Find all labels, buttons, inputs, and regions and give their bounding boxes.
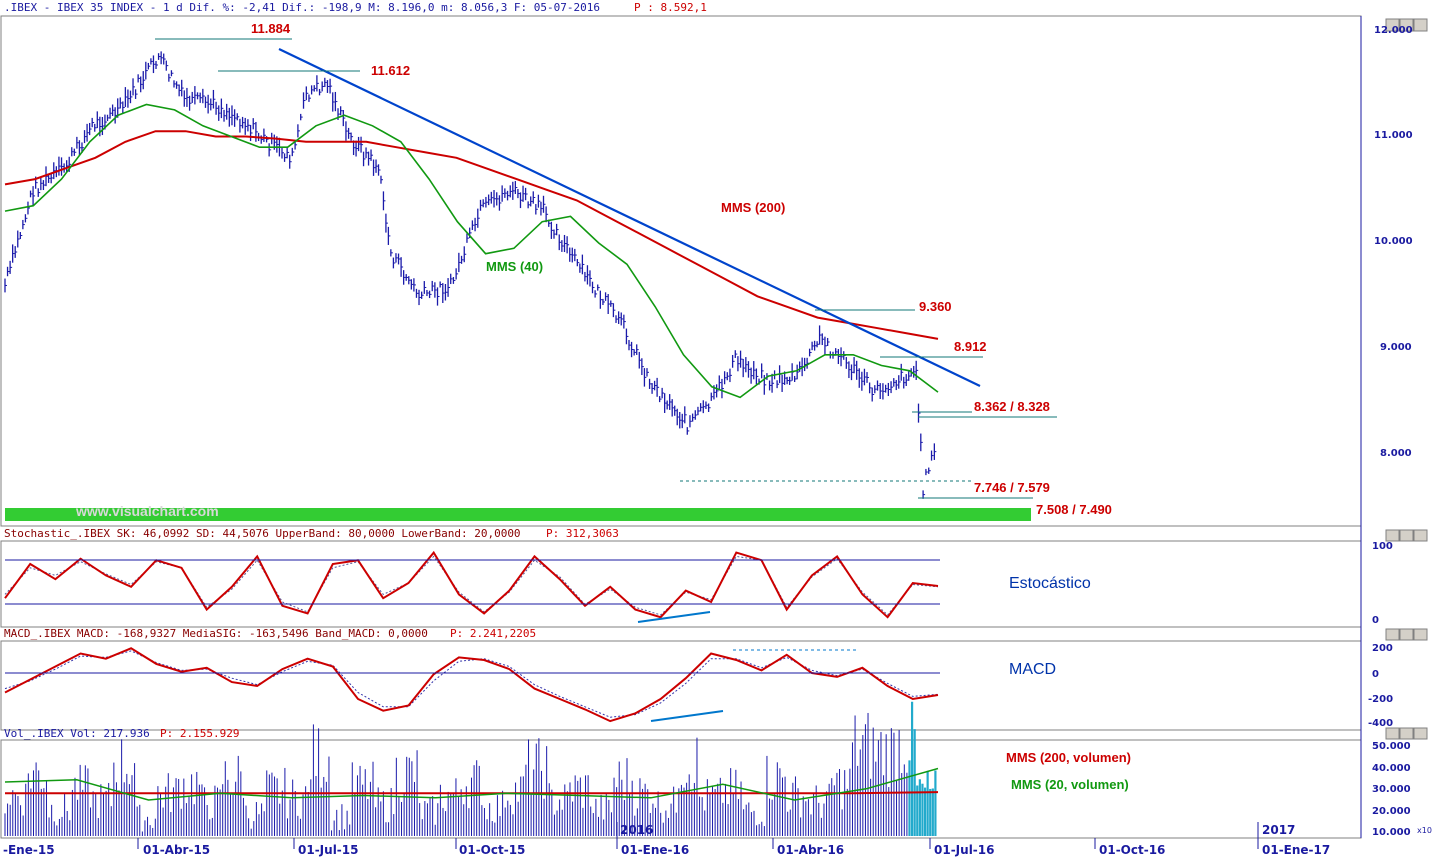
date-label: 01-Abr-15	[143, 843, 210, 857]
volume-mms20-label: MMS (20, volumen)	[1011, 777, 1129, 792]
panel-frames	[0, 15, 1362, 839]
volume-bars	[4, 701, 937, 836]
macd-axis: 200 0 -200 -400	[1368, 643, 1393, 729]
tick-macd-200: 200	[1372, 643, 1393, 654]
annotation-7508: 7.508 / 7.490	[1036, 502, 1112, 517]
volume-mms200-line	[5, 791, 939, 795]
macd-header: MACD_.IBEX MACD: -168,9327 MediaSIG: -16…	[4, 627, 428, 640]
stochastic-label: Estocástico	[1009, 575, 1091, 592]
tick-8000: 8.000	[1380, 448, 1412, 459]
tick-macd-0: 0	[1372, 669, 1379, 680]
date-label: -Ene-15	[3, 843, 55, 857]
tick-macd-m400: -400	[1368, 718, 1393, 729]
stochastic-sk-line	[4, 550, 939, 619]
support-band	[5, 508, 1031, 521]
date-label: 01-Ene-16	[621, 843, 689, 857]
stochastic-header-p: P: 312,3063	[546, 527, 619, 540]
volume-axis: 50.000 40.000 30.000 20.000 10.000 x10	[1372, 741, 1432, 838]
macd-window-buttons[interactable]	[1385, 628, 1428, 641]
annotation-11612: 11.612	[371, 63, 410, 78]
stochastic-header: Stochastic_.IBEX SK: 46,0992 SD: 44,5076…	[4, 527, 521, 540]
tick-vol-50000: 50.000	[1372, 741, 1411, 752]
tick-vol-40000: 40.000	[1372, 763, 1411, 774]
stochastic-axis: 100 0	[1372, 541, 1393, 626]
price-bars	[4, 51, 937, 499]
volume-window-buttons[interactable]	[1385, 727, 1428, 740]
volume-lines	[4, 767, 939, 801]
mms200-line	[4, 130, 939, 340]
tick-macd-m200: -200	[1368, 694, 1393, 705]
annotation-8362: 8.362 / 8.328	[974, 399, 1050, 414]
tick-11000: 11.000	[1374, 130, 1413, 141]
maximize-button[interactable]	[1399, 18, 1414, 32]
watermark: www.visualchart.com	[75, 503, 219, 519]
tick-vol-10000: 10.000	[1372, 827, 1411, 838]
trend-line	[278, 48, 981, 387]
macd-divergence-line	[650, 710, 724, 722]
macd-label: MACD	[1009, 661, 1056, 678]
tick-stoch-100: 100	[1372, 541, 1393, 552]
date-label: 01-Jul-16	[934, 843, 994, 857]
date-axis: -Ene-15 01-Abr-15 01-Jul-15 01-Oct-15 01…	[3, 823, 1330, 857]
annotation-9360: 9.360	[919, 299, 952, 314]
tick-12000: 12.000	[1374, 25, 1413, 36]
stochastic-divergence-line	[637, 611, 711, 623]
volume-scale-note: x10	[1417, 826, 1432, 835]
minimize-button[interactable]	[1385, 18, 1400, 32]
volume-mms20-line	[4, 767, 939, 801]
price-header-p: P : 8.592,1	[634, 1, 707, 14]
close-button[interactable]	[1413, 18, 1428, 32]
level-lines	[155, 38, 1057, 499]
macd-signal-line	[4, 650, 939, 718]
price-lines	[4, 48, 981, 399]
mms200-label: MMS (200)	[721, 200, 785, 215]
annotation-7746: 7.746 / 7.579	[974, 480, 1050, 495]
date-label: 01-Ene-17	[1262, 843, 1330, 857]
tick-vol-30000: 30.000	[1372, 784, 1411, 795]
close-button[interactable]	[1413, 727, 1428, 740]
price-window-buttons[interactable]	[1385, 18, 1428, 32]
volume-mms200-label: MMS (200, volumen)	[1006, 750, 1131, 765]
date-label: 01-Oct-16	[1099, 843, 1165, 857]
oscillator-bands	[5, 559, 940, 674]
minimize-button[interactable]	[1385, 727, 1400, 740]
mms40-label: MMS (40)	[486, 259, 543, 274]
date-label: 01-Abr-16	[777, 843, 844, 857]
tick-9000: 9.000	[1380, 342, 1412, 353]
volume-header: Vol_.IBEX Vol: 217.936	[4, 727, 150, 740]
maximize-button[interactable]	[1399, 727, 1414, 740]
year-label-2016: 2016	[620, 823, 653, 837]
price-axis: 12.000 11.000 10.000 9.000 8.000	[1374, 25, 1413, 459]
date-label: 01-Oct-15	[459, 843, 525, 857]
maximize-button[interactable]	[1399, 628, 1414, 641]
mms40-line	[4, 103, 939, 399]
minimize-button[interactable]	[1385, 628, 1400, 641]
year-label-2017: 2017	[1262, 823, 1295, 837]
annotation-8912: 8.912	[954, 339, 987, 354]
macd-line	[4, 647, 939, 723]
date-label: 01-Jul-15	[298, 843, 358, 857]
tick-vol-20000: 20.000	[1372, 806, 1411, 817]
close-button[interactable]	[1413, 529, 1428, 542]
tick-stoch-0: 0	[1372, 615, 1379, 626]
annotation-11884: 11.884	[251, 21, 291, 36]
stochastic-sd-line	[4, 555, 939, 616]
maximize-button[interactable]	[1399, 529, 1414, 542]
minimize-button[interactable]	[1385, 529, 1400, 542]
macd-header-p: P: 2.241,2205	[450, 627, 536, 640]
price-header: .IBEX - IBEX 35 INDEX - 1 d Dif. %: -2,4…	[4, 1, 600, 14]
tick-10000: 10.000	[1374, 236, 1413, 247]
close-button[interactable]	[1413, 628, 1428, 641]
date-ticks	[137, 822, 1259, 849]
stochastic-window-buttons[interactable]	[1385, 529, 1428, 542]
volume-header-p: P: 2.155.929	[160, 727, 239, 740]
